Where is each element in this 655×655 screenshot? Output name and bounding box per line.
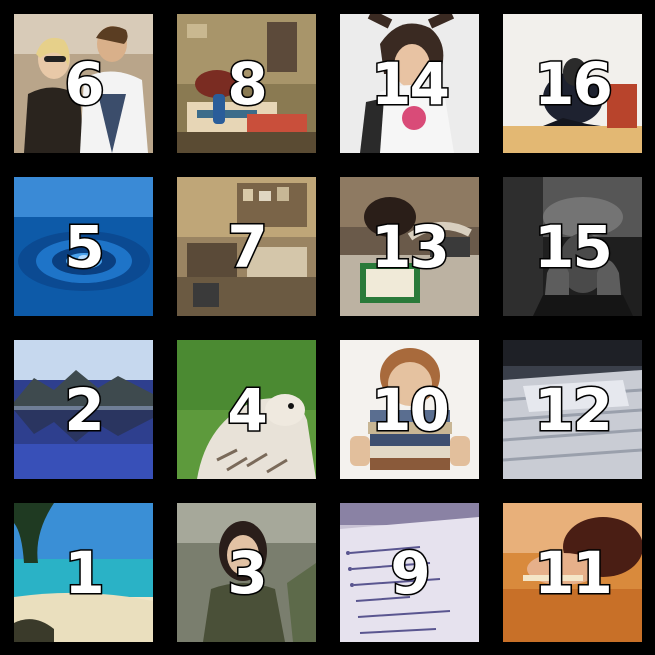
tile-number: 5 [63,212,106,281]
student-desk-books-photo [177,14,316,153]
mountain-lake-reflection-photo [14,340,153,479]
tile-number: 8 [226,49,269,118]
tile-number: 2 [63,375,106,444]
tile-6[interactable]: 6 [14,14,153,153]
tile-number: 11 [533,538,615,607]
two-people-street-photo [14,14,153,153]
paper-pile-photo [503,340,642,479]
tile-9[interactable]: 9 [340,503,479,642]
person-asleep-on-table-photo [503,503,642,642]
tile-number: 12 [533,375,615,444]
tile-4[interactable]: 4 [177,340,316,479]
tile-number: 9 [389,538,432,607]
cluttered-office-photo [177,177,316,316]
person-crouching-photo [503,14,642,153]
handwritten-list-photo [340,503,479,642]
tile-number: 1 [63,538,106,607]
tile-number: 4 [226,375,269,444]
tropical-beach-photo [14,503,153,642]
falcon-bird-photo [177,340,316,479]
tile-10[interactable]: 10 [340,340,479,479]
tile-12[interactable]: 12 [503,340,642,479]
water-ripple-photo [14,177,153,316]
tile-14[interactable]: 14 [340,14,479,153]
tile-1[interactable]: 1 [14,503,153,642]
tile-number: 10 [370,375,452,444]
tile-2[interactable]: 2 [14,340,153,479]
tile-3[interactable]: 3 [177,503,316,642]
smiling-woman-outdoors-photo [177,503,316,642]
tile-grid: 6 8 14 [14,14,642,642]
man-sleeping-on-desk-photo [340,177,479,316]
tile-number: 7 [226,212,269,281]
stressed-woman-photo [340,14,479,153]
tile-5[interactable]: 5 [14,177,153,316]
tile-7[interactable]: 7 [177,177,316,316]
tile-number: 6 [63,49,106,118]
tile-8[interactable]: 8 [177,14,316,153]
tile-16[interactable]: 16 [503,14,642,153]
person-behind-book-stack-photo [340,340,479,479]
head-in-hands-photo [503,177,642,316]
tile-number: 3 [226,538,269,607]
tile-11[interactable]: 11 [503,503,642,642]
tile-15[interactable]: 15 [503,177,642,316]
tile-number: 15 [533,212,615,281]
tile-number: 13 [370,212,452,281]
tile-number: 14 [370,49,452,118]
tile-number: 16 [533,49,615,118]
tile-13[interactable]: 13 [340,177,479,316]
